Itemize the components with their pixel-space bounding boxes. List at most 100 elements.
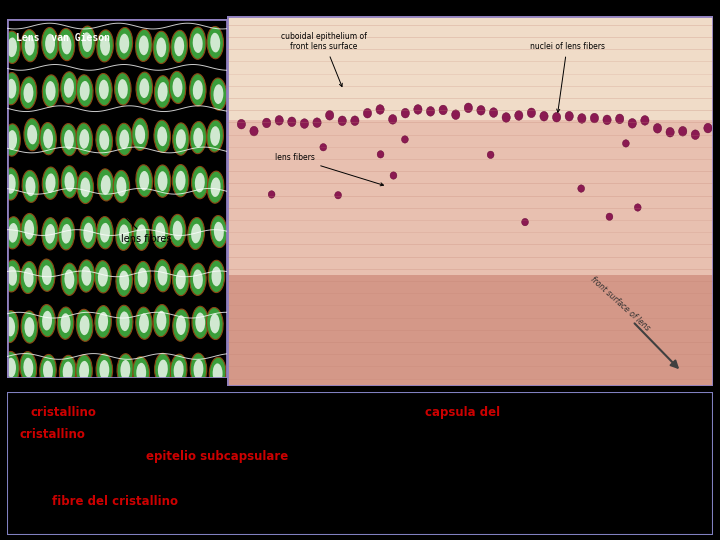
Ellipse shape <box>139 171 149 191</box>
Ellipse shape <box>42 167 59 199</box>
Ellipse shape <box>42 311 52 330</box>
Ellipse shape <box>641 116 649 125</box>
Ellipse shape <box>678 126 687 136</box>
Ellipse shape <box>173 78 182 97</box>
Ellipse shape <box>490 108 498 117</box>
Ellipse shape <box>3 352 19 384</box>
Ellipse shape <box>603 115 611 125</box>
Ellipse shape <box>300 119 309 129</box>
Ellipse shape <box>176 269 186 289</box>
Text: epitelio subcapsulare: epitelio subcapsulare <box>145 450 288 463</box>
Ellipse shape <box>61 166 78 198</box>
Ellipse shape <box>80 81 90 100</box>
Ellipse shape <box>195 173 204 192</box>
Ellipse shape <box>189 74 206 106</box>
Ellipse shape <box>133 356 150 389</box>
Ellipse shape <box>192 306 209 339</box>
Ellipse shape <box>63 362 73 381</box>
Ellipse shape <box>402 136 408 143</box>
Ellipse shape <box>97 169 114 201</box>
Text: fibre del cristallino). Perdono i loro nuclei ma si riempiono di proteine dette : fibre del cristallino). Perdono i loro n… <box>20 517 530 530</box>
Ellipse shape <box>113 170 130 202</box>
Ellipse shape <box>24 36 35 56</box>
Text: cristallino: cristallino <box>30 406 96 419</box>
Ellipse shape <box>5 217 22 249</box>
Ellipse shape <box>210 33 220 52</box>
Ellipse shape <box>477 105 485 115</box>
Ellipse shape <box>135 125 145 144</box>
Ellipse shape <box>173 264 189 295</box>
Ellipse shape <box>119 225 129 244</box>
Ellipse shape <box>487 151 494 159</box>
Ellipse shape <box>22 170 39 202</box>
Ellipse shape <box>464 103 472 113</box>
Ellipse shape <box>45 224 55 244</box>
Text: Il: Il <box>20 406 30 419</box>
Ellipse shape <box>156 222 166 242</box>
Ellipse shape <box>401 109 410 118</box>
Ellipse shape <box>64 78 74 98</box>
Ellipse shape <box>116 305 133 338</box>
Ellipse shape <box>171 30 187 63</box>
Ellipse shape <box>38 259 55 291</box>
Ellipse shape <box>94 261 111 293</box>
Ellipse shape <box>195 313 205 332</box>
Text: nuclei of lens fibers: nuclei of lens fibers <box>529 43 605 112</box>
Ellipse shape <box>191 224 201 244</box>
Ellipse shape <box>192 166 208 199</box>
Ellipse shape <box>269 191 275 198</box>
Ellipse shape <box>116 265 132 296</box>
Ellipse shape <box>117 354 134 386</box>
Ellipse shape <box>24 220 34 239</box>
Ellipse shape <box>116 123 132 156</box>
Ellipse shape <box>210 357 226 389</box>
Text: Lens  van Gieson: Lens van Gieson <box>16 33 110 43</box>
Ellipse shape <box>190 353 207 386</box>
Ellipse shape <box>140 78 149 98</box>
Ellipse shape <box>76 123 93 155</box>
Ellipse shape <box>666 127 674 137</box>
Ellipse shape <box>136 165 153 197</box>
Ellipse shape <box>99 80 109 99</box>
Ellipse shape <box>704 123 712 133</box>
Ellipse shape <box>210 126 220 146</box>
Text: fibre del cristallino: fibre del cristallino <box>53 495 179 508</box>
Ellipse shape <box>40 354 56 387</box>
Ellipse shape <box>64 130 74 150</box>
Ellipse shape <box>43 361 53 380</box>
Ellipse shape <box>158 266 168 286</box>
Ellipse shape <box>6 79 17 98</box>
Ellipse shape <box>27 125 37 144</box>
Ellipse shape <box>208 260 225 293</box>
Ellipse shape <box>45 33 55 53</box>
Ellipse shape <box>275 116 284 125</box>
Ellipse shape <box>193 33 203 53</box>
Ellipse shape <box>96 30 113 62</box>
Ellipse shape <box>60 72 77 104</box>
Text: cristallino: cristallino <box>20 428 86 441</box>
Ellipse shape <box>58 307 73 339</box>
Ellipse shape <box>6 174 16 194</box>
Ellipse shape <box>426 106 435 116</box>
Ellipse shape <box>135 261 151 294</box>
Ellipse shape <box>45 173 55 193</box>
Ellipse shape <box>117 177 127 197</box>
Ellipse shape <box>116 28 132 59</box>
Ellipse shape <box>521 218 528 226</box>
Ellipse shape <box>154 120 171 152</box>
Ellipse shape <box>389 114 397 124</box>
Ellipse shape <box>98 267 108 287</box>
Ellipse shape <box>188 218 204 249</box>
Ellipse shape <box>2 168 19 200</box>
Ellipse shape <box>193 128 203 147</box>
Ellipse shape <box>23 358 33 377</box>
Ellipse shape <box>590 113 598 123</box>
Ellipse shape <box>4 31 20 63</box>
Ellipse shape <box>157 126 167 146</box>
Ellipse shape <box>173 123 189 155</box>
Ellipse shape <box>212 363 222 383</box>
Ellipse shape <box>135 29 152 62</box>
Ellipse shape <box>502 113 510 122</box>
Ellipse shape <box>313 118 321 127</box>
Ellipse shape <box>81 266 91 286</box>
